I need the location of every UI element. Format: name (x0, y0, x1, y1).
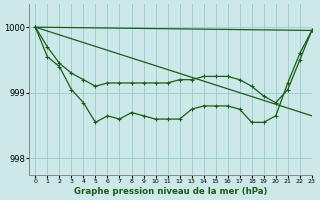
X-axis label: Graphe pression niveau de la mer (hPa): Graphe pression niveau de la mer (hPa) (74, 187, 267, 196)
